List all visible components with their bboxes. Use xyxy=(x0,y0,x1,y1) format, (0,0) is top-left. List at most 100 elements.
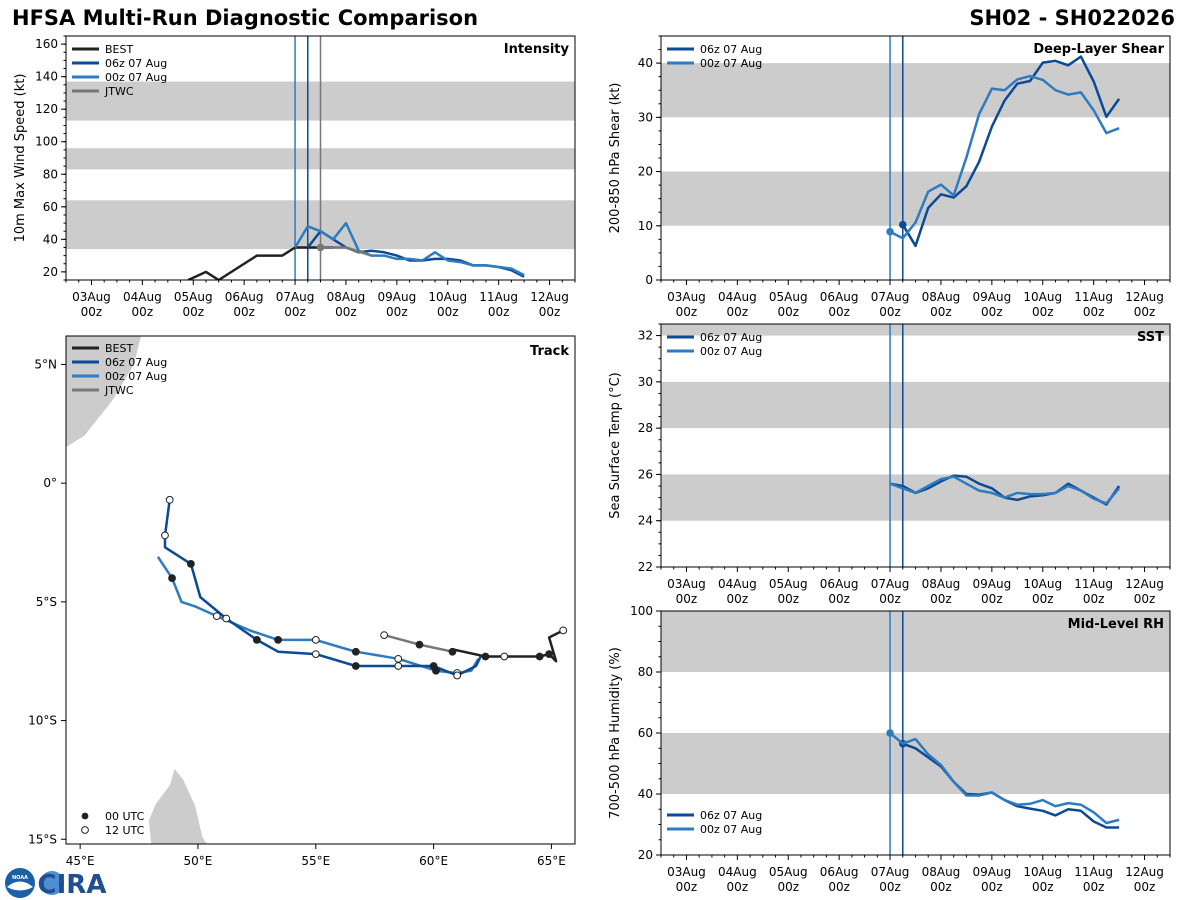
x-tick-label: 06Aug xyxy=(820,577,859,591)
y-tick-label: 10°S xyxy=(28,714,57,728)
run_00z-legend-label: 00z 07 Aug xyxy=(700,57,762,70)
shaded-band xyxy=(661,733,1170,794)
run_00z-series-line xyxy=(889,732,1120,825)
sst-frame xyxy=(660,323,1171,568)
x-tick-label: 10Aug xyxy=(1023,577,1062,591)
run_00z-point xyxy=(886,729,894,737)
y-tick-label: 80 xyxy=(43,167,58,181)
utc12-legend-marker xyxy=(81,826,89,834)
x-tick-label: 00z xyxy=(1032,880,1054,894)
x-tick-label: 00z xyxy=(676,305,698,319)
run_00z-track-point xyxy=(212,612,221,621)
y-tick-label: 40 xyxy=(638,787,653,801)
y-tick-label: 32 xyxy=(638,329,653,343)
x-tick-label: 00z xyxy=(930,880,952,894)
run_00z-legend-label: 00z 07 Aug xyxy=(105,71,167,84)
jtwc-point xyxy=(316,243,325,252)
x-tick-label: 08Aug xyxy=(922,577,961,591)
x-tick-label: 00z xyxy=(828,305,850,319)
y-tick-label: 15°S xyxy=(28,832,57,846)
x-tick-label: 00z xyxy=(1032,305,1054,319)
x-tick-label: 06Aug xyxy=(225,290,264,304)
x-tick-label: 04Aug xyxy=(718,577,757,591)
run_00z-legend-label: 00z 07 Aug xyxy=(105,370,167,383)
x-tick-label: 05Aug xyxy=(174,290,213,304)
x-tick-label: 05Aug xyxy=(769,290,808,304)
x-tick-label: 00z xyxy=(930,592,952,606)
x-tick-label: 10Aug xyxy=(1023,290,1062,304)
cira-logo-text: CIRA xyxy=(38,870,107,900)
run_00z-series-line xyxy=(889,74,1120,240)
panel-title: Track xyxy=(530,344,569,359)
jtwc-series-line xyxy=(320,246,372,257)
x-tick-label: 50°E xyxy=(184,854,213,868)
storm-id: SH02 - SH022026 xyxy=(969,6,1175,30)
x-tick-label: 00z xyxy=(879,305,901,319)
y-axis-label: 10m Max Wind Speed (kt) xyxy=(13,74,28,243)
x-tick-label: 00z xyxy=(182,305,204,319)
y-tick-label: 140 xyxy=(35,70,58,84)
run_00z-series-line xyxy=(889,475,1121,505)
x-tick-label: 07Aug xyxy=(871,865,910,879)
x-tick-label: 08Aug xyxy=(327,290,366,304)
x-tick-label: 10Aug xyxy=(428,290,467,304)
panel-title: Mid-Level RH xyxy=(1068,617,1164,632)
run_00z-point xyxy=(886,227,894,236)
x-tick-label: 00z xyxy=(488,305,510,319)
run_00z-track-point xyxy=(351,647,360,656)
panel-title: Deep-Layer Shear xyxy=(1033,42,1164,57)
x-tick-label: 11Aug xyxy=(1074,577,1113,591)
best-series-line xyxy=(187,246,334,280)
x-tick-label: 00z xyxy=(1083,592,1105,606)
x-tick-label: 60°E xyxy=(419,854,448,868)
shaded-band xyxy=(661,611,1170,672)
run_00z-legend-label: 00z 07 Aug xyxy=(700,345,762,358)
x-tick-label: 00z xyxy=(777,880,799,894)
x-tick-label: 04Aug xyxy=(718,290,757,304)
best-track-point xyxy=(559,626,568,635)
x-tick-label: 00z xyxy=(233,305,255,319)
x-tick-label: 06Aug xyxy=(820,290,859,304)
best-track-point xyxy=(545,650,553,658)
y-tick-label: 22 xyxy=(638,560,653,574)
run_06z-track-point xyxy=(252,635,261,644)
run_06z-track-point xyxy=(186,559,195,568)
run_06z-legend-label: 06z 07 Aug xyxy=(105,356,167,369)
x-tick-label: 00z xyxy=(132,305,154,319)
intensity-panel: 03Aug00z04Aug00z05Aug00z06Aug00z07Aug00z… xyxy=(13,35,576,319)
x-tick-label: 09Aug xyxy=(972,577,1011,591)
x-tick-label: 09Aug xyxy=(377,290,416,304)
x-tick-label: 06Aug xyxy=(820,865,859,879)
cira-logo-globe xyxy=(40,871,64,895)
y-tick-label: 24 xyxy=(638,514,653,528)
run_00z-track-point xyxy=(168,574,176,583)
run_06z-track-point xyxy=(429,662,438,670)
panel-title: SST xyxy=(1137,330,1164,345)
jtwc-track-point xyxy=(380,631,389,640)
x-tick-label: 03Aug xyxy=(72,290,111,304)
x-tick-label: 00z xyxy=(981,592,1003,606)
x-tick-label: 03Aug xyxy=(667,865,706,879)
best-track-point xyxy=(535,652,544,661)
y-tick-label: 0 xyxy=(645,273,653,287)
track-frame xyxy=(65,335,576,845)
x-tick-label: 00z xyxy=(676,880,698,894)
x-tick-label: 00z xyxy=(828,592,850,606)
x-tick-label: 04Aug xyxy=(123,290,162,304)
run_06z-track-point xyxy=(351,662,360,670)
x-tick-label: 00z xyxy=(828,880,850,894)
run_00z-series-line xyxy=(294,221,525,277)
run_00z-legend-label: 00z 07 Aug xyxy=(700,823,762,836)
x-tick-label: 00z xyxy=(879,880,901,894)
jtwc-legend-label: JTWC xyxy=(104,384,134,397)
x-tick-label: 55°E xyxy=(301,854,330,868)
best-track-point xyxy=(500,652,509,661)
x-tick-label: 08Aug xyxy=(922,290,961,304)
sst-panel: 03Aug00z04Aug00z05Aug00z06Aug00z07Aug00z… xyxy=(608,323,1171,606)
shear-panel: 03Aug00z04Aug00z05Aug00z06Aug00z07Aug00z… xyxy=(608,35,1171,319)
x-tick-label: 07Aug xyxy=(276,290,315,304)
noaa-logo-text: NOAA xyxy=(12,875,28,881)
y-tick-label: 30 xyxy=(638,110,653,124)
shaded-band xyxy=(661,381,1170,429)
